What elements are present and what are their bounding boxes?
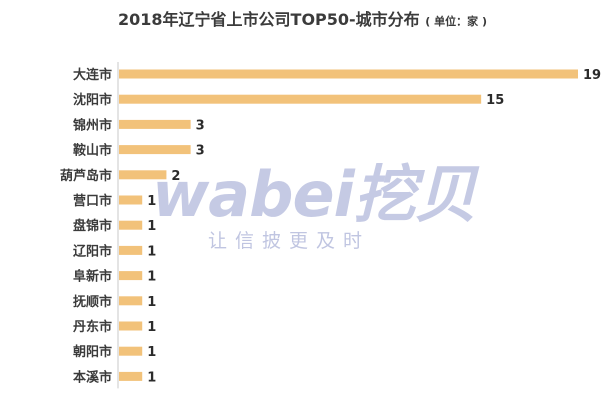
category-label: 辽阳市 (73, 243, 112, 259)
data-label: 1 (147, 219, 156, 234)
category-label: 盘锦市 (73, 218, 112, 234)
data-label: 19 (583, 68, 601, 83)
bars-layer: 大连市 19 沈阳市 15 锦州市 3 鞍山市 3 葫芦岛市 2 营口市 1 盘锦市 1 辽阳市 1 阜新市 1 抚… (60, 67, 601, 385)
bar (119, 321, 143, 331)
chart-unit-note: ( 单位：家 ) (425, 15, 487, 28)
bar (119, 245, 143, 255)
data-label: 3 (196, 144, 205, 159)
data-label: 1 (147, 244, 156, 259)
category-label: 鞍山市 (73, 143, 112, 159)
chart-title-text: 2018年辽宁省上市公司TOP50-城市分布 (118, 10, 420, 29)
category-label: 丹东市 (73, 319, 112, 335)
data-label: 2 (171, 169, 180, 184)
category-label: 营口市 (73, 193, 112, 209)
category-label: 抚顺市 (73, 294, 112, 310)
data-label: 1 (147, 370, 156, 385)
category-label: 朝阳市 (73, 344, 112, 360)
data-label: 1 (147, 194, 156, 209)
data-label: 1 (147, 295, 156, 310)
bar (119, 346, 143, 356)
data-label: 1 (147, 345, 156, 360)
category-label: 阜新市 (73, 269, 112, 285)
bar (119, 69, 578, 79)
bar (119, 145, 191, 155)
bar (119, 271, 143, 281)
bar (119, 119, 191, 129)
data-label: 1 (147, 320, 156, 335)
data-label: 15 (486, 93, 504, 108)
category-label: 锦州市 (73, 117, 112, 133)
chart-title: 2018年辽宁省上市公司TOP50-城市分布 ( 单位：家 ) (0, 6, 605, 30)
category-label: 沈阳市 (73, 92, 112, 108)
bar (119, 94, 482, 104)
category-label: 葫芦岛市 (60, 168, 112, 184)
bar (119, 371, 143, 381)
bar (119, 195, 143, 205)
bar (119, 296, 143, 306)
category-label: 大连市 (73, 67, 112, 83)
data-label: 3 (196, 118, 205, 133)
bar (119, 220, 143, 230)
bar (119, 170, 167, 180)
category-label: 本溪市 (73, 369, 112, 385)
data-label: 1 (147, 270, 156, 285)
